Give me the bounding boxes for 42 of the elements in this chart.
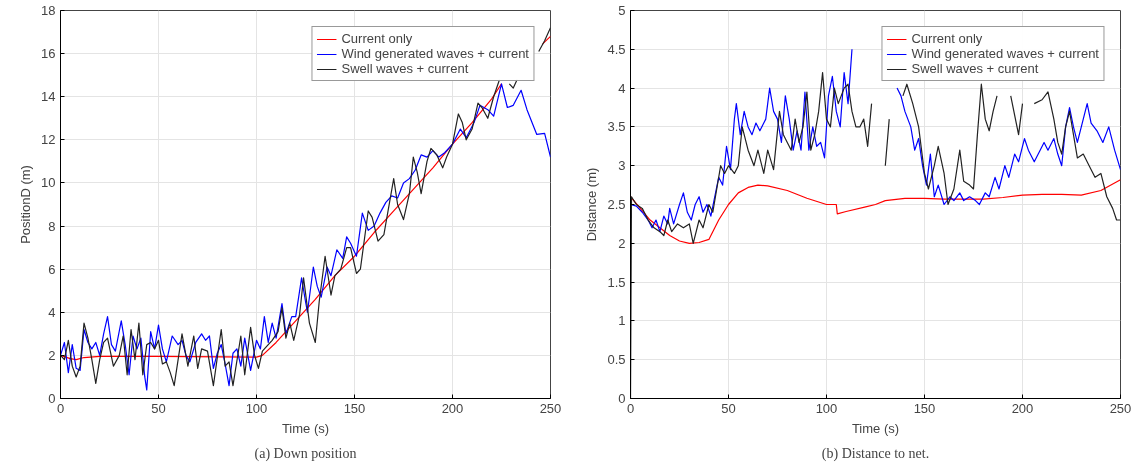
y-tick-label: 16 — [41, 46, 56, 62]
y-tick-label: 0.5 — [607, 352, 626, 368]
legend-label: Current only — [341, 31, 413, 46]
y-tick-label: 3 — [618, 158, 626, 174]
y-tick-label: 10 — [41, 175, 56, 191]
y-tick-label: 4 — [618, 80, 626, 96]
x-tick-label: 150 — [913, 400, 936, 416]
y-tick-label: 1.5 — [607, 274, 626, 290]
y-axis-title: Distance (m) — [584, 167, 600, 242]
x-tick-label: 250 — [1109, 400, 1132, 416]
x-axis-title: Time (s) — [281, 420, 330, 436]
text: (a) Down position — [254, 445, 357, 462]
x-tick-label: 50 — [721, 400, 736, 416]
y-tick-label: 1 — [618, 313, 626, 329]
y-tick-label: 5 — [618, 3, 626, 18]
y-tick-label: 4 — [48, 304, 56, 320]
y-tick-label: 2 — [618, 235, 626, 251]
x-axis-title: Time (s) — [851, 420, 900, 436]
text: (b) Distance to net. — [821, 445, 930, 462]
y-tick-label: 8 — [48, 218, 56, 234]
line-series — [60, 83, 551, 391]
y-tick-label: 4.5 — [607, 41, 626, 57]
x-tick-label: 200 — [441, 400, 464, 416]
y-tick-label: 6 — [48, 261, 56, 277]
y-tick-label: 3.5 — [607, 119, 626, 135]
x-tick-label: 150 — [343, 400, 366, 416]
y-tick-label: 14 — [41, 89, 56, 105]
x-tick-label: 200 — [1011, 400, 1034, 416]
legend-label: Swell waves + current — [341, 61, 469, 76]
y-axis-title: PositionD (m) — [18, 165, 34, 244]
y-tick-label: 2 — [48, 347, 56, 363]
legend-label: Wind generated waves + current — [911, 46, 1099, 61]
y-tick-label: 12 — [41, 132, 56, 148]
y-tick-label: 18 — [41, 3, 56, 18]
x-tick-label: 50 — [151, 400, 166, 416]
legend-label: Swell waves + current — [911, 61, 1039, 76]
legend-label: Wind generated waves + current — [341, 46, 529, 61]
x-tick-label: 100 — [815, 400, 838, 416]
x-tick-label: 250 — [539, 400, 562, 416]
legend-label: Current only — [911, 31, 983, 46]
x-tick-label: 100 — [245, 400, 268, 416]
y-tick-label: 2.5 — [607, 197, 626, 212]
